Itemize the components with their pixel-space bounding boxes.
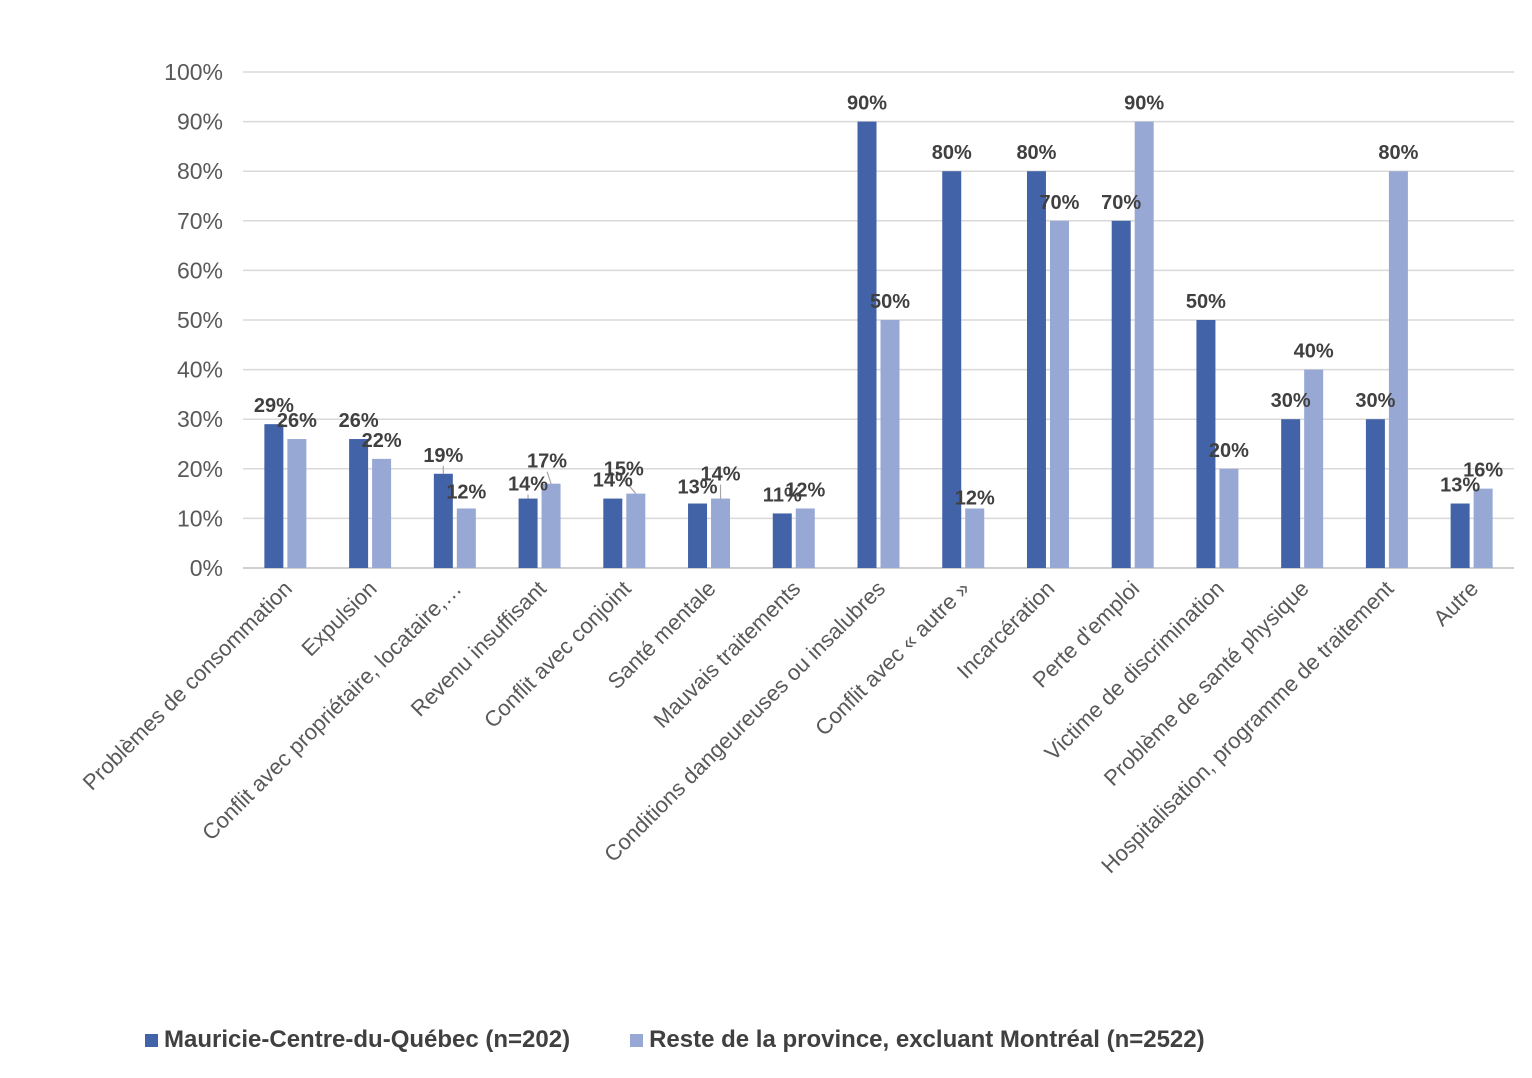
legend-swatch-series-1 [145,1033,158,1047]
bar-series-2 [880,320,900,568]
x-tick-label: Expulsion [297,576,382,661]
data-label-series-2: 22% [362,430,402,452]
bar-series-1 [688,503,708,568]
y-tick-label: 20% [177,456,223,482]
data-label-series-1: 29% [254,395,294,417]
bar-series-2 [626,493,646,568]
gridlines [243,71,1514,569]
bar-series-2 [1388,171,1408,568]
data-label-series-1: 80% [932,142,972,164]
y-tick-label: 50% [177,307,223,333]
data-label-series-1: 90% [847,93,887,115]
bar-series-1 [772,513,792,568]
data-label-series-1: 80% [1016,142,1056,164]
x-tick-label: Mauvais traitements [648,576,805,733]
data-label-series-2: 80% [1378,142,1418,164]
data-labels: 29%26%19%14% 14% 13% 11%90%80% 80%70%50%30% 3… [254,93,1504,510]
x-tick-label: Autre [1428,576,1483,631]
bar-series-2 [795,508,815,568]
data-label-series-1: 30% [1355,390,1395,412]
legend: Mauricie-Centre-du-Québec (n=202) Reste … [145,1022,1205,1058]
bar-series-2 [1473,488,1493,568]
bar-series-1 [942,171,962,568]
label-leader-line [623,479,637,494]
bar-series-1 [349,439,369,568]
legend-swatch-series-2 [630,1033,644,1047]
bar-series-1 [857,121,877,568]
bar-series-1 [603,498,623,568]
data-label-series-1: 26% [339,410,379,432]
bar-series-1 [1365,419,1385,568]
data-label-series-1: 30% [1271,390,1311,412]
data-label-series-1: 11% [763,484,802,506]
data-label-series-1: 13% [1440,475,1480,497]
y-tick-label: 100% [164,59,223,85]
y-tick-label: 40% [177,357,223,383]
legend-label-series-2: Reste de la province, excluant Montréal … [649,1026,1205,1053]
y-tick-label: 60% [177,257,223,283]
data-label-series-2: 12% [446,481,486,503]
data-label-series-2: 70% [1039,192,1079,214]
data-label-series-2: 17% [527,451,567,473]
data-label-series-1: 50% [1186,291,1226,313]
bar-series-2 [1304,369,1324,568]
bars [264,121,1493,569]
legend-item-series-1: Mauricie-Centre-du-Québec (n=202) [145,1026,570,1054]
y-tick-label: 70% [177,208,223,234]
data-label-series-2: 16% [1463,460,1503,482]
data-label-series-2: 12% [785,479,825,501]
data-label-series-1: 13% [678,477,718,499]
legend-item-series-2: Reste de la province, excluant Montréal … [630,1026,1205,1054]
y-tick-label: 30% [177,406,223,432]
bar-series-1 [1026,171,1046,568]
data-label-series-1: 19% [423,445,463,467]
bar-series-2 [1219,468,1239,568]
bar-series-1 [518,498,538,568]
data-label-series-1: 70% [1101,192,1141,214]
data-label-series-2: 20% [1209,440,1249,462]
bar-series-2 [456,508,476,568]
x-axis: Problèmes de consommation ExpulsionConfli… [78,576,1483,878]
bar-series-1 [1281,419,1301,568]
bar-series-2 [711,498,731,568]
x-tick-label: Conflit avec conjoint [479,576,636,733]
bar-series-2 [287,439,307,568]
data-label-series-2: 40% [1294,341,1334,363]
y-tick-label: 0% [190,555,223,581]
data-label-series-2: 50% [870,291,910,313]
bar-series-1 [1450,503,1470,568]
bar-series-1 [1196,320,1216,568]
x-tick-label: Conflit avec « autre » [810,576,975,741]
y-axis: 0% 10% 20% 30% 40% 50% 60% 70% 80% 90% 100% [164,59,223,581]
label-leader-lines [442,465,722,499]
bar-series-1 [1111,220,1131,569]
bar-series-2 [1134,121,1154,568]
bar-series-2 [541,483,561,568]
x-tick-label: Hospitalisation, programme de traitement [1096,576,1398,878]
y-tick-label: 80% [177,158,223,184]
data-label-series-2: 90% [1124,93,1164,115]
bar-series-2 [965,508,985,568]
data-label-series-1: 14% [508,474,548,496]
y-tick-label: 90% [177,109,223,135]
bar-series-2 [372,458,392,568]
data-label-series-1: 14% [593,470,633,492]
bar-series-2 [1049,220,1069,569]
data-label-series-2: 14% [701,464,741,486]
data-label-series-2: 12% [955,487,995,509]
data-label-series-2: 26% [277,410,317,432]
y-tick-label: 10% [177,505,223,531]
legend-label-series-1: Mauricie-Centre-du-Québec (n=202) [164,1026,571,1053]
data-label-series-2: 15% [604,459,644,481]
label-leader-line [546,471,552,484]
bar-chart: 0%10%20%30%40%50%60%70%80%90%100% 29%26%… [78,59,1514,878]
bar-series-1 [264,424,284,568]
bar-series-1 [433,473,453,568]
